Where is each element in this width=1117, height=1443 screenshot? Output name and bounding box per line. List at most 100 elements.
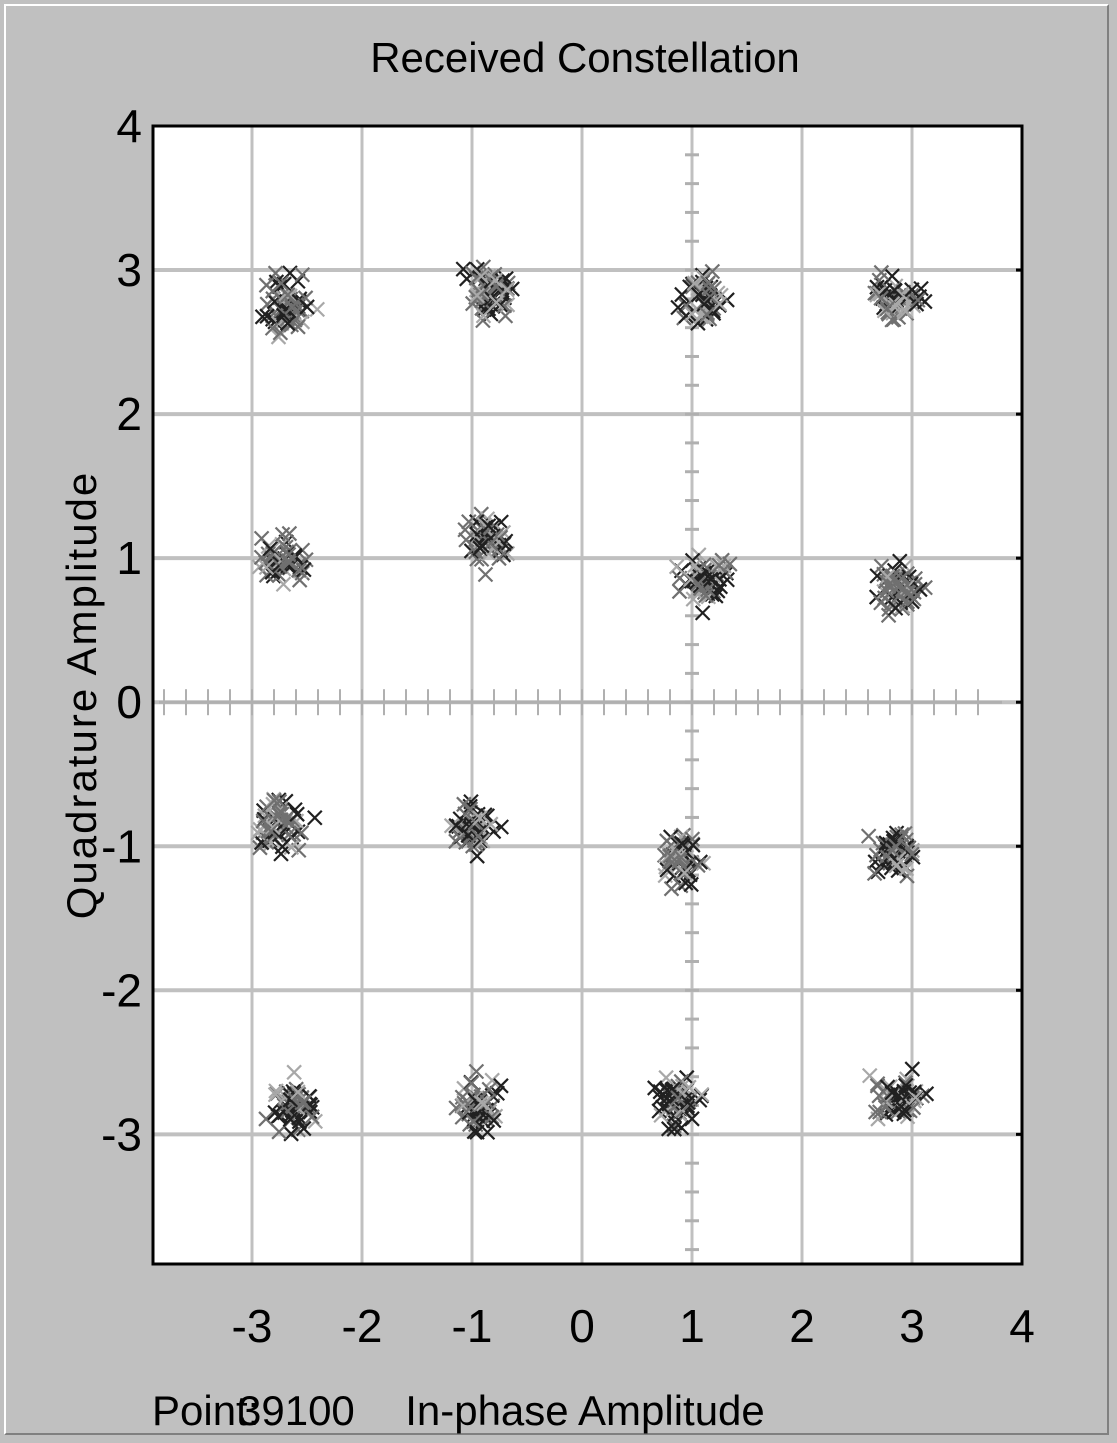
point-marker bbox=[891, 579, 907, 595]
point-marker bbox=[700, 275, 716, 291]
point-marker bbox=[479, 1094, 495, 1110]
point-marker bbox=[282, 1111, 299, 1128]
point-marker bbox=[684, 306, 700, 322]
status-point-count: 39100 bbox=[238, 1387, 355, 1434]
point-marker bbox=[259, 308, 275, 324]
point-marker bbox=[655, 1099, 671, 1116]
point-marker bbox=[886, 282, 903, 298]
point-marker bbox=[904, 842, 921, 859]
point-marker bbox=[488, 294, 505, 311]
point-marker bbox=[258, 1111, 274, 1127]
status-readout: Point: 39100 bbox=[152, 1387, 355, 1434]
point-marker bbox=[263, 823, 279, 840]
y-tick-label: 3 bbox=[116, 244, 142, 296]
point-marker bbox=[290, 319, 306, 335]
point-marker bbox=[280, 546, 297, 563]
point-marker bbox=[457, 521, 473, 538]
point-marker bbox=[283, 1126, 299, 1142]
point-marker bbox=[904, 282, 920, 298]
point-marker bbox=[482, 816, 499, 832]
point-marker bbox=[304, 1109, 320, 1125]
point-marker bbox=[473, 286, 490, 302]
point-marker bbox=[879, 300, 895, 317]
constellation-cluster bbox=[868, 553, 933, 624]
point-marker bbox=[897, 825, 913, 842]
point-marker bbox=[660, 1121, 677, 1137]
constellation-cluster bbox=[860, 825, 921, 884]
point-marker bbox=[889, 857, 905, 873]
point-marker bbox=[683, 876, 699, 893]
point-marker bbox=[475, 820, 492, 836]
point-marker bbox=[693, 1086, 710, 1103]
constellation-cluster bbox=[254, 265, 326, 345]
x-tick-label: 1 bbox=[679, 1300, 705, 1352]
point-marker bbox=[463, 816, 480, 833]
point-marker bbox=[273, 275, 289, 292]
y-tick-label: 2 bbox=[116, 388, 142, 440]
point-marker bbox=[274, 526, 291, 543]
point-marker bbox=[258, 277, 275, 293]
point-marker bbox=[870, 863, 886, 880]
constellation-cluster bbox=[861, 1061, 935, 1127]
point-marker bbox=[659, 862, 675, 878]
point-marker bbox=[684, 552, 701, 569]
point-marker bbox=[861, 1067, 878, 1084]
point-marker bbox=[879, 583, 895, 599]
point-marker bbox=[872, 1104, 888, 1120]
point-marker bbox=[280, 287, 296, 303]
x-tick-labels: -3 -2 -1 0 1 2 3 4 bbox=[232, 1300, 1035, 1352]
x-tick-label: 2 bbox=[789, 1300, 815, 1352]
y-axis-label: Quadrature Amplitude bbox=[58, 471, 105, 920]
point-marker bbox=[690, 575, 707, 592]
point-marker bbox=[466, 1114, 482, 1130]
point-marker bbox=[475, 312, 491, 329]
point-marker bbox=[268, 1083, 284, 1099]
x-tick-label: 0 bbox=[569, 1300, 595, 1352]
x-tick-label: -1 bbox=[452, 1300, 493, 1352]
point-marker bbox=[676, 865, 693, 881]
point-marker bbox=[907, 1089, 924, 1106]
point-marker bbox=[294, 1094, 310, 1111]
point-marker bbox=[252, 839, 268, 856]
point-marker bbox=[290, 1084, 306, 1100]
point-marker bbox=[686, 275, 703, 291]
point-marker bbox=[472, 832, 489, 849]
constellation-points bbox=[250, 259, 935, 1142]
point-marker bbox=[871, 1088, 887, 1104]
point-marker bbox=[696, 296, 712, 313]
constellation-cluster bbox=[457, 506, 516, 583]
point-marker bbox=[652, 1083, 669, 1100]
x-tick-label: -2 bbox=[342, 1300, 383, 1352]
point-marker bbox=[480, 518, 497, 534]
point-marker bbox=[272, 324, 289, 341]
constellation-cluster bbox=[251, 525, 314, 592]
point-marker bbox=[867, 1104, 884, 1120]
constellation-cluster bbox=[656, 827, 712, 897]
point-marker bbox=[265, 568, 282, 584]
constellation-cluster bbox=[646, 1069, 710, 1137]
point-marker bbox=[258, 559, 275, 576]
point-marker bbox=[265, 819, 281, 836]
point-marker bbox=[296, 1094, 312, 1111]
constellation-cluster bbox=[670, 263, 735, 331]
point-marker bbox=[664, 1081, 681, 1098]
point-marker bbox=[469, 1124, 485, 1140]
point-marker bbox=[271, 1124, 287, 1140]
constellation-cluster bbox=[258, 1064, 324, 1142]
point-marker bbox=[493, 1078, 509, 1094]
point-marker bbox=[290, 273, 306, 290]
point-marker bbox=[662, 848, 679, 864]
constellation-cluster bbox=[668, 547, 738, 621]
point-marker bbox=[699, 306, 715, 323]
constellation-cluster bbox=[250, 791, 323, 862]
point-marker bbox=[896, 1102, 913, 1118]
point-marker bbox=[906, 591, 922, 607]
point-marker bbox=[483, 1109, 500, 1125]
point-marker bbox=[698, 587, 714, 604]
point-marker bbox=[663, 880, 680, 897]
point-marker bbox=[448, 817, 464, 834]
point-marker bbox=[468, 270, 485, 286]
point-marker bbox=[455, 261, 472, 277]
